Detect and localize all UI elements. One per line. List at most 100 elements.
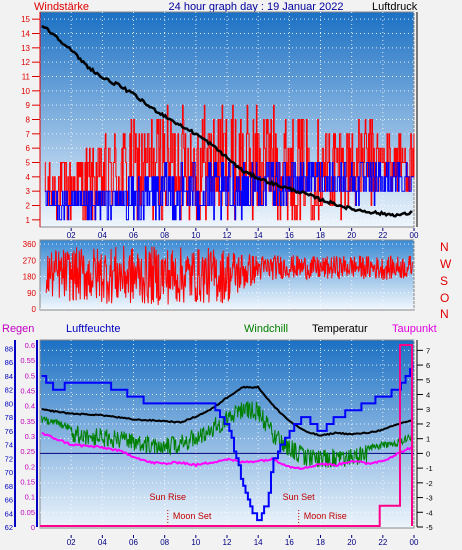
dewpoint-line	[41, 432, 414, 470]
wind-tick-11: 11	[22, 73, 31, 82]
humidity-tick-68: 68	[5, 482, 13, 491]
wind-tick-10: 10	[21, 87, 30, 96]
hour-label-06: 06	[129, 231, 138, 240]
rain-tick-11: 0.55	[20, 356, 35, 365]
direction-tick-270: 270	[23, 256, 37, 265]
temperature-tick-2: 2	[426, 420, 430, 429]
hour-label-04: 04	[98, 538, 107, 547]
hour-label-16: 16	[285, 538, 294, 547]
humidity-title: Luftfeuchte	[66, 323, 120, 335]
rain-tick-4: 0.2	[25, 462, 35, 471]
temperature-tick--3: -3	[426, 494, 433, 503]
hour-label-18: 18	[316, 538, 325, 547]
humidity-tick-76: 76	[5, 427, 13, 436]
rain-tick-0: 0	[31, 523, 35, 532]
direction-tick-360: 360	[23, 240, 37, 249]
humidity-tick-74: 74	[5, 441, 13, 450]
direction-letter-o: O	[440, 291, 449, 305]
humidity-tick-88: 88	[5, 344, 13, 353]
hour-label-14: 14	[254, 231, 263, 240]
humidity-tick-64: 64	[5, 509, 13, 518]
direction-letter-s: S	[440, 274, 448, 288]
temperature-title: Temperatur	[312, 323, 368, 335]
wind-tick-4: 4	[26, 173, 31, 182]
sun-rise-label: Sun Rise	[150, 492, 187, 502]
hour-label-00: 00	[410, 538, 419, 547]
bottom-axes: 626466687072747678808284868800.050.10.15…	[5, 340, 433, 547]
pressure-line	[41, 25, 413, 218]
humidity-tick-80: 80	[5, 399, 13, 408]
rain-tick-2: 0.1	[25, 493, 35, 502]
moon-rise-label: Moon Rise	[304, 511, 347, 521]
rain-tick-5: 0.25	[20, 447, 35, 456]
hour-label-22: 22	[378, 231, 387, 240]
temperature-tick-4: 4	[426, 391, 430, 400]
gust-line	[44, 162, 414, 221]
rain-tick-9: 0.45	[20, 387, 35, 396]
direction-tick-0: 0	[32, 305, 37, 314]
direction-letter-n-top: N	[440, 240, 449, 254]
wind-tick-8: 8	[26, 116, 31, 125]
humidity-tick-72: 72	[5, 454, 13, 463]
wind-direction-line	[45, 245, 413, 306]
wind-tick-9: 9	[26, 101, 31, 110]
wind-tick-13: 13	[21, 44, 30, 53]
rain-tick-1: 0.05	[20, 508, 35, 517]
middle-axes: 0 90 180 270 360	[23, 240, 37, 314]
rain-line	[40, 344, 413, 527]
temperature-tick-5: 5	[426, 376, 430, 385]
humidity-tick-70: 70	[5, 468, 13, 477]
rain-tick-6: 0.3	[25, 432, 35, 441]
hour-label-16: 16	[285, 231, 294, 240]
rain-title: Regen	[2, 323, 34, 335]
wind-tick-3: 3	[26, 187, 31, 196]
wind-tick-14: 14	[21, 30, 30, 39]
temperature-tick--2: -2	[426, 479, 433, 488]
temperature-line	[41, 385, 413, 437]
temperature-tick-6: 6	[426, 361, 430, 370]
wind-tick-6: 6	[26, 144, 31, 153]
hour-label-08: 08	[160, 231, 169, 240]
moon-set-label: Moon Set	[173, 511, 212, 521]
sun-set-label: Sun Set	[283, 492, 316, 502]
temperature-tick--4: -4	[426, 508, 433, 517]
temperature-tick-7: 7	[426, 346, 430, 355]
wind-tick-2: 2	[26, 202, 31, 211]
temperature-tick--1: -1	[426, 464, 433, 473]
top-axes: 1234567891011121314151081108210831084108…	[21, 12, 419, 240]
rain-tick-7: 0.35	[20, 417, 35, 426]
humidity-tick-82: 82	[5, 386, 13, 395]
wind-tick-15: 15	[21, 15, 30, 24]
wind-tick-1: 1	[26, 216, 31, 225]
hour-label-06: 06	[129, 538, 138, 547]
pressure-title: Luftdruck	[372, 1, 418, 13]
temperature-tick-3: 3	[426, 405, 430, 414]
rain-tick-12: 0.6	[25, 341, 35, 350]
hour-label-00: 00	[410, 231, 419, 240]
wind-title: Windstärke	[34, 1, 89, 13]
top-series	[41, 25, 415, 221]
bottom-grid	[40, 340, 415, 528]
hour-label-22: 22	[378, 538, 387, 547]
graph-title: 24 hour graph day : 19 Januar 2022	[169, 1, 344, 13]
hour-label-08: 08	[160, 538, 169, 547]
hour-label-02: 02	[67, 231, 76, 240]
rain-tick-3: 0.15	[20, 478, 35, 487]
wind-tick-5: 5	[26, 159, 31, 168]
rain-tick-8: 0.4	[25, 402, 35, 411]
hour-label-20: 20	[347, 231, 356, 240]
direction-tick-180: 180	[23, 273, 37, 282]
humidity-tick-84: 84	[5, 372, 13, 381]
dewpoint-title: Taupunkt	[392, 323, 437, 335]
humidity-tick-86: 86	[5, 358, 13, 367]
hour-label-10: 10	[191, 538, 200, 547]
wind-tick-12: 12	[21, 58, 30, 67]
middle-series	[45, 245, 413, 306]
rain-tick-10: 0.5	[25, 371, 35, 380]
wind-tick-7: 7	[26, 130, 31, 139]
hour-label-20: 20	[347, 538, 356, 547]
direction-letter-w: W	[440, 257, 452, 271]
hour-label-02: 02	[67, 538, 76, 547]
